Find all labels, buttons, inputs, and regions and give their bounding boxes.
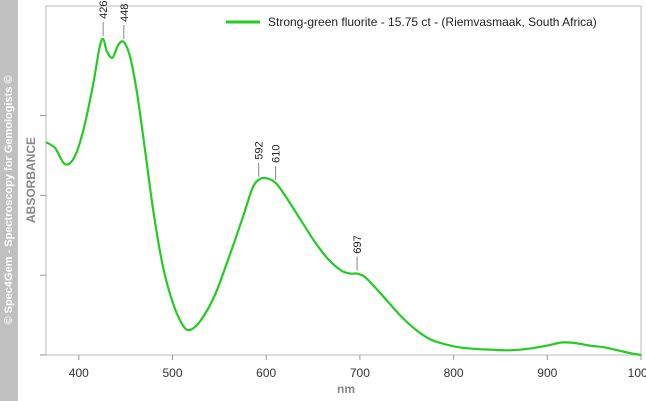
x-tick-label: 600 xyxy=(256,366,276,380)
series-line xyxy=(45,37,642,357)
plot-frame xyxy=(45,5,642,356)
peak-label: 592 xyxy=(254,141,266,159)
peak-annotations: 426 448 592 610 697 xyxy=(98,1,364,271)
x-tick-label: 700 xyxy=(350,366,370,380)
legend-label: Strong-green fluorite - 15.75 ct - (Riem… xyxy=(268,15,597,29)
x-tick-label: 800 xyxy=(444,366,464,380)
peak-label: 426 xyxy=(98,1,110,19)
x-tick-label: 400 xyxy=(69,366,89,380)
legend: Strong-green fluorite - 15.75 ct - (Riem… xyxy=(226,15,597,29)
peak-label: 448 xyxy=(119,4,131,22)
x-tick-label: 1000 xyxy=(628,366,646,380)
x-tick-label: 900 xyxy=(537,366,557,380)
x-axis-ticks: 400 500 600 700 800 900 1000 xyxy=(69,355,646,380)
y-axis-label: ABSORBANCE xyxy=(24,137,38,223)
y-axis-ticks xyxy=(40,115,46,356)
x-axis-label: nm xyxy=(337,382,355,396)
series-group xyxy=(45,37,642,357)
x-tick-label: 500 xyxy=(162,366,182,380)
watermark-bar: © Spec4Gem - Spectroscopy for Gemologist… xyxy=(0,0,18,401)
peak-label: 697 xyxy=(352,235,364,253)
peak-label: 610 xyxy=(271,144,283,162)
